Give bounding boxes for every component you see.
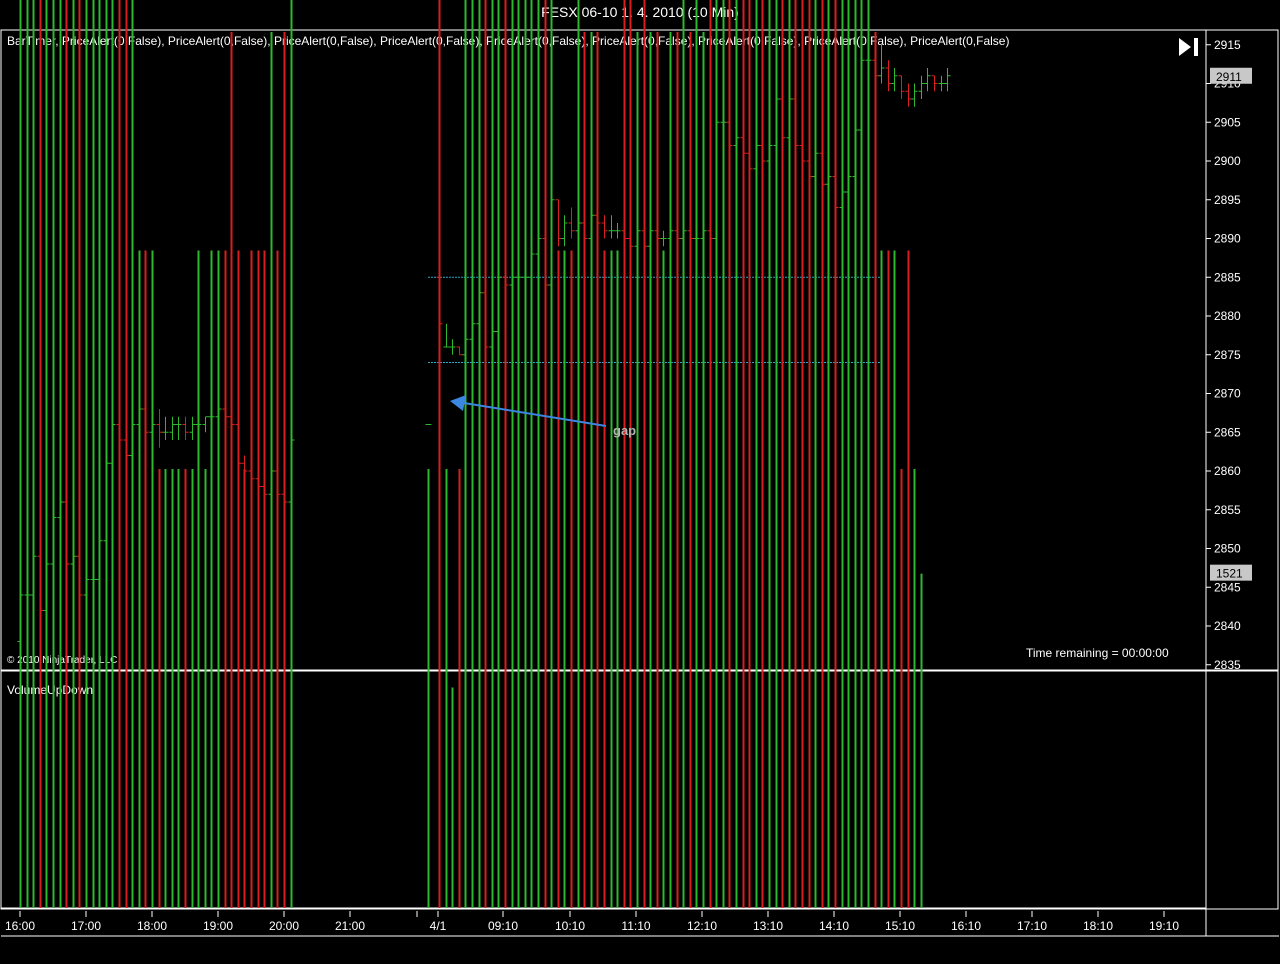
time-axis-label: 15:10 [885,919,915,933]
ohlc-bar [918,75,925,99]
ohlc-bar [924,68,931,92]
price-tick-label: 2850 [1214,542,1241,556]
ohlc-bar [614,223,621,239]
time-axis-label: 16:00 [5,919,35,933]
price-tick-label: 2885 [1214,270,1241,284]
ohlc-bar [202,416,209,433]
ohlc-bar [938,75,945,92]
ohlc-bar [162,416,169,440]
ohlc-bar [169,416,176,440]
copyright-label: © 2010 NinjaTrader, LLC [7,655,118,666]
price-tick-label: 2905 [1214,115,1241,129]
price-tick-label: 2890 [1214,232,1241,246]
price-tick-label: 2855 [1214,503,1241,517]
ohlc-bar [891,68,898,92]
ohlc-bar [601,215,608,239]
volume-panel-label: VolumeUpDown [7,683,94,697]
time-axis-label: 09:10 [488,919,518,933]
time-axis-label: 18:10 [1083,919,1113,933]
time-axis-label: 10:10 [555,919,585,933]
price-tick-label: 2875 [1214,348,1241,362]
price-tick-label: 2835 [1214,658,1241,672]
time-axis-label: 17:10 [1017,919,1047,933]
ohlc-bar [898,75,905,99]
ohlc-bar [660,230,667,247]
ohlc-bar [608,215,615,239]
price-tick-label: 2880 [1214,309,1241,323]
price-tick-label: 2900 [1214,154,1241,168]
ohlc-bar [456,346,463,356]
go-to-end-icon[interactable] [1176,35,1202,59]
ohlc-bar [189,416,196,440]
ohlc-bar [555,199,562,247]
ohlc-bar [449,339,456,355]
ohlc-bar [905,83,912,107]
time-axis-label: 20:00 [269,919,299,933]
ohlc-bar [885,60,892,92]
price-tick-label: 2915 [1214,38,1241,52]
gap-arrow-head [450,395,466,411]
price-tick-label: 2860 [1214,464,1241,478]
ohlc-bar [443,323,450,348]
time-axis-label: 14:10 [819,919,849,933]
time-axis-label: 18:00 [137,919,167,933]
gap-annotation-label: gap [613,423,636,438]
time-axis-label: 12:10 [687,919,717,933]
current-price-label: 2911 [1216,70,1242,84]
time-axis-label: 19:00 [203,919,233,933]
price-panel-border [0,29,1279,671]
time-axis-label: 21:00 [335,919,365,933]
time-axis-label: 16:10 [951,919,981,933]
time-axis-label: 4/1 [430,919,447,933]
time-axis-label: 19:10 [1149,919,1179,933]
current-volume-box [1210,564,1252,581]
ohlc-bar [182,416,189,440]
time-remaining-label: Time remaining = 00:00:00 [1026,646,1169,660]
price-tick-label: 2870 [1214,387,1241,401]
ohlc-bar [911,83,918,107]
price-tick-label: 2895 [1214,193,1241,207]
current-volume-label: 1521 [1216,567,1243,581]
price-tick-label: 2840 [1214,619,1241,633]
price-tick-label: 2845 [1214,580,1241,594]
ohlc-bar [944,68,951,92]
indicators-label: BarTimer, PriceAlert(0,False), PriceAler… [7,34,1010,48]
time-axis-label: 17:00 [71,919,101,933]
volume-panel-border [0,670,1279,910]
current-price-box [1210,67,1252,84]
ohlc-bar [175,416,182,440]
ohlc-bar [878,44,885,84]
time-axis-label: 13:10 [753,919,783,933]
ohlc-bar [568,207,575,239]
gap-arrow-line [463,402,607,427]
ohlc-bar [561,215,568,247]
ohlc-bar [156,409,163,448]
chart-title: FESX 06-10 1. 4. 2010 (10 Min) [541,4,739,20]
price-tick-label: 2865 [1214,425,1241,439]
time-axis-label: 11:10 [621,919,650,933]
ohlc-bar [931,75,938,92]
